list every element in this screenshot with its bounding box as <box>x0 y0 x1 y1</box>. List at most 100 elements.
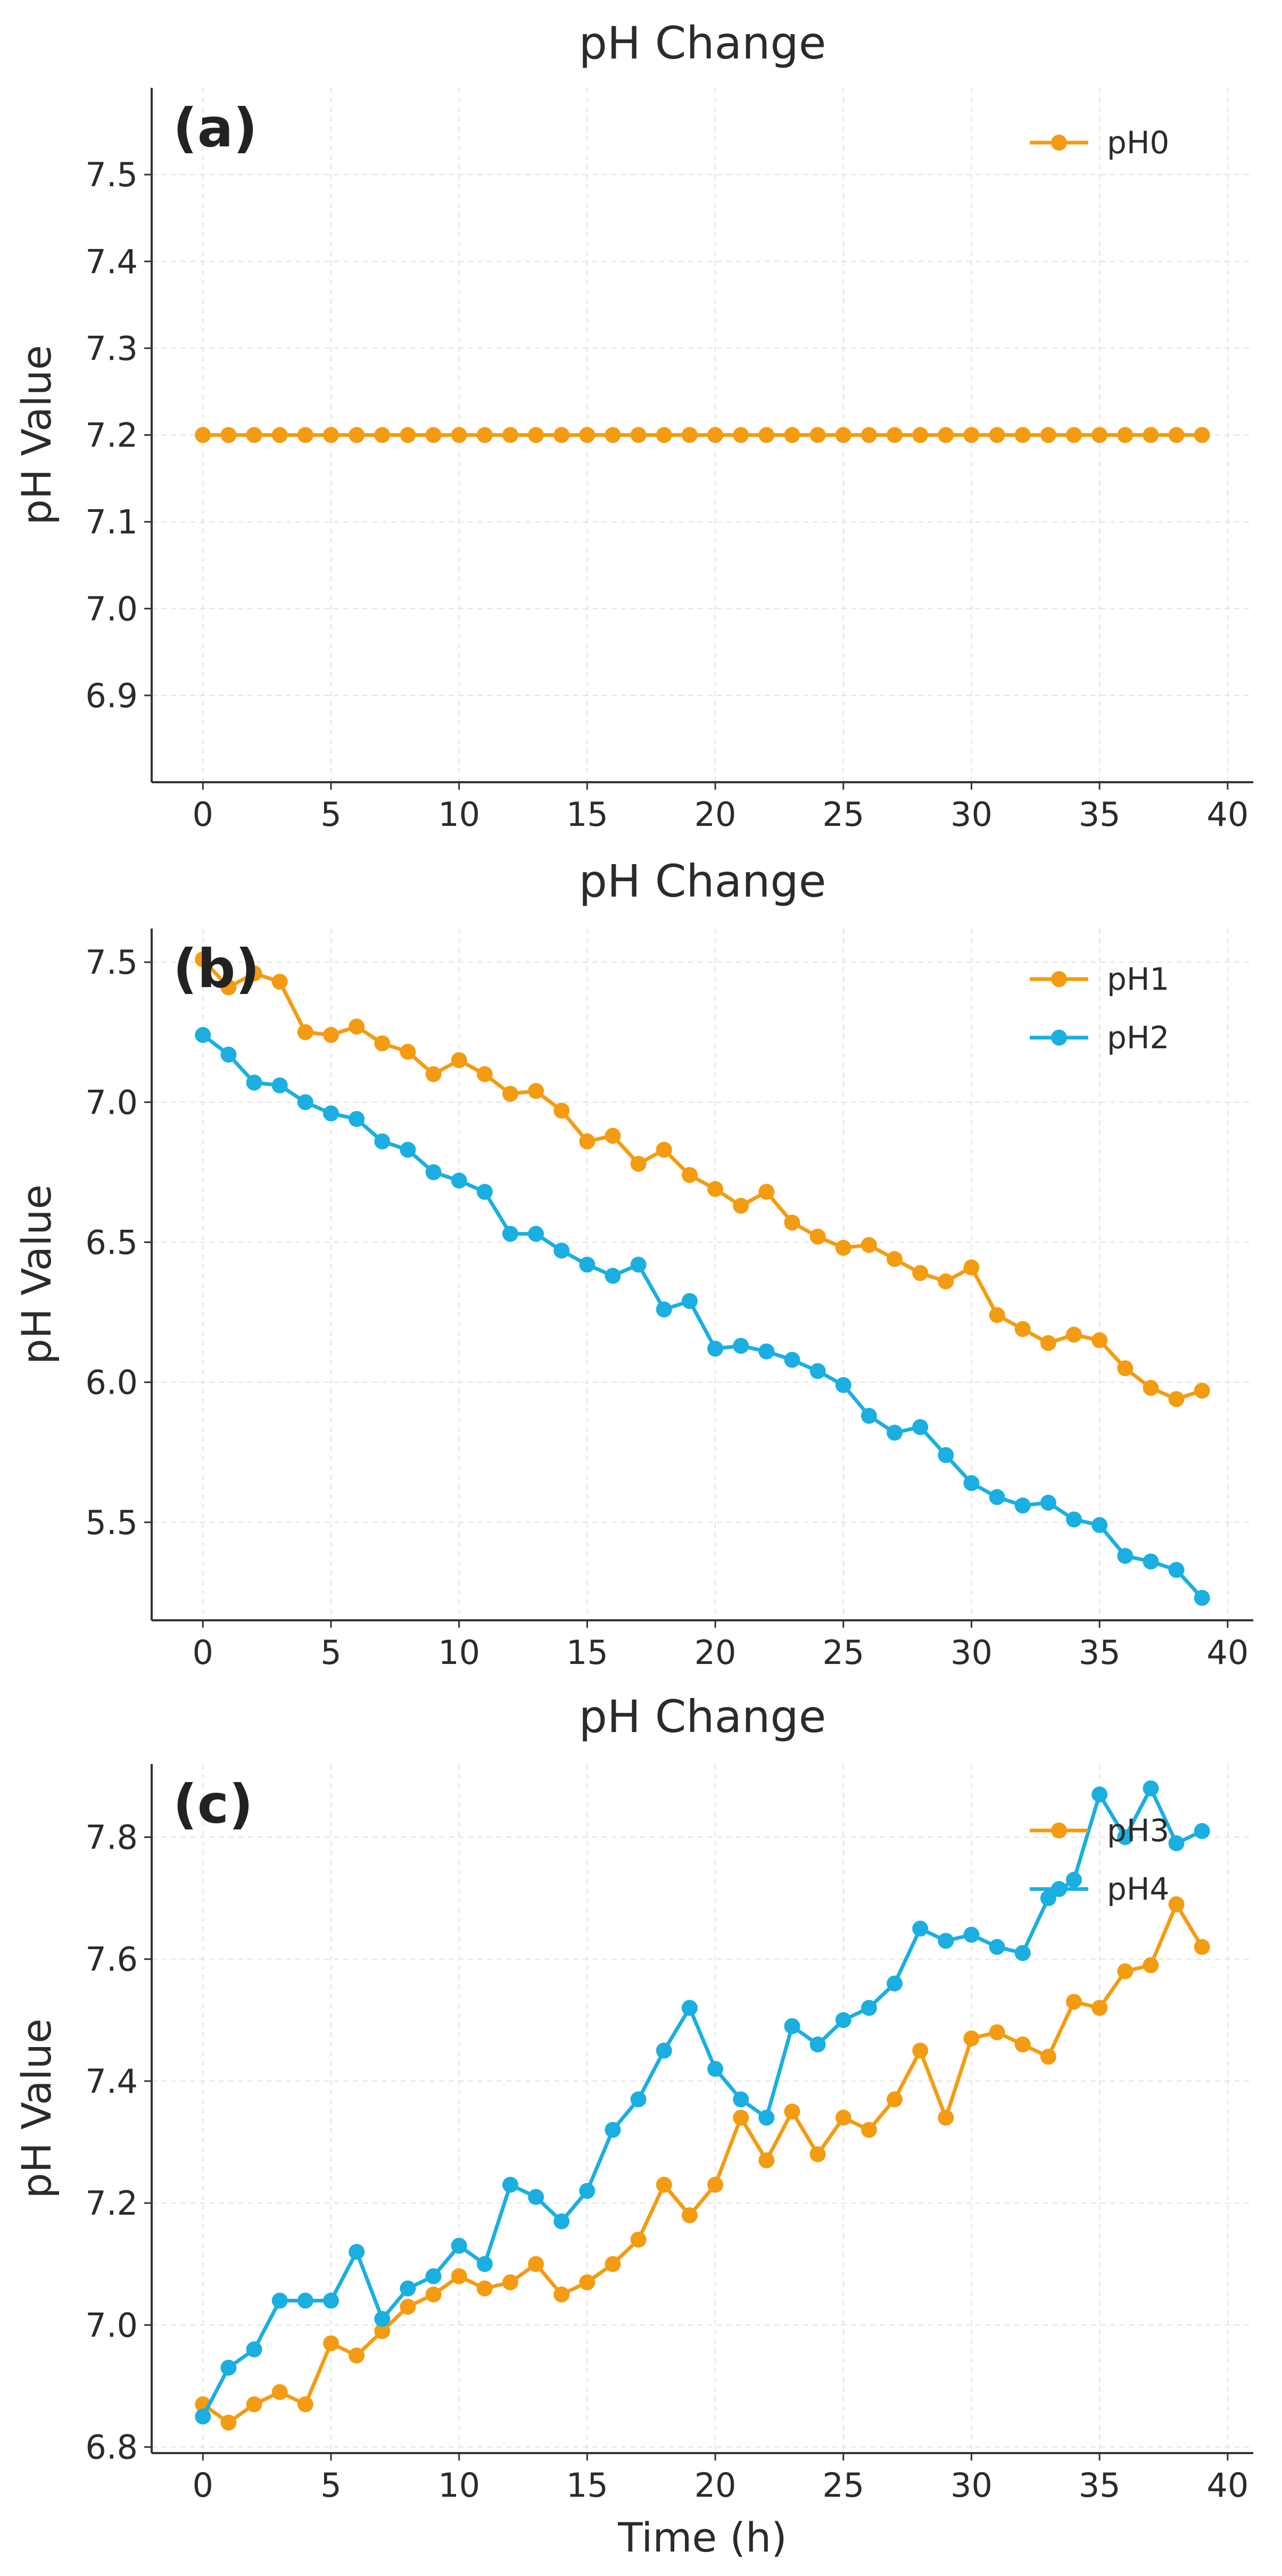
panel-3-series-pH3-point <box>656 2176 672 2193</box>
panel-3-series-pH3-point <box>861 2122 877 2138</box>
panel-1-series-pH0-point <box>887 427 903 443</box>
panel-1-series-pH0-point <box>220 427 237 443</box>
panel-2-series-pH2-point <box>707 1340 724 1357</box>
panel-3-series-pH4-point <box>374 2310 391 2327</box>
panel-2-x-tick-label: 10 <box>438 1633 480 1672</box>
panel-3-series-pH4-line <box>201 1786 1203 2417</box>
panel-2-series-pH2-point <box>938 1447 954 1463</box>
panel-3-x-tick-label: 40 <box>1206 2466 1248 2505</box>
panel-3-series-pH4-point <box>1066 1871 1082 1888</box>
panel-2-series-pH2-point <box>220 1046 237 1063</box>
panel-3-series-pH4-point <box>1143 1780 1159 1796</box>
panel-3-series-pH3-point <box>758 2152 775 2168</box>
panel-2-series-pH2-point <box>528 1225 544 1242</box>
panel-2-x-tick-label: 35 <box>1079 1633 1121 1672</box>
panel-2-series-pH1-point <box>502 1086 518 1102</box>
panel-3-x-tick-label: 10 <box>438 2466 480 2505</box>
panel-2-series-pH2-point <box>912 1419 929 1435</box>
panel-2-series-pH2-point <box>476 1183 493 1200</box>
panel-3-series-pH3-point <box>1040 2049 1056 2065</box>
panel-2-series-pH1-point <box>322 1027 339 1043</box>
panel-2-legend-pH2-swatch-marker <box>1051 1030 1067 1046</box>
panel-3-series-pH3-point <box>553 2287 570 2303</box>
panel-2-series-pH1-point <box>989 1307 1005 1323</box>
panel-2-series-pH1-point <box>733 1198 749 1214</box>
panel-3-series-pH3-point <box>1091 2000 1108 2016</box>
panel-1-series-pH0-point <box>400 427 416 443</box>
panel-1-legend-pH0-swatch-marker <box>1051 135 1067 151</box>
panel-3-series-pH4-point <box>989 1939 1005 1955</box>
panel-1-panel-label: (a) <box>173 97 258 159</box>
panel-2-x-tick-label: 40 <box>1206 1633 1248 1672</box>
panel-3-series-pH4-point <box>605 2122 621 2138</box>
panel-3-series-pH3-point <box>220 2414 237 2431</box>
panel-2-series-pH1-point <box>1040 1335 1056 1351</box>
panel-2-series-pH1-point <box>681 1167 698 1183</box>
panel-2-series-pH2-point <box>297 1094 313 1111</box>
panel-3-series-pH3-point <box>451 2268 467 2284</box>
panel-1-series-pH0-point <box>835 427 851 443</box>
panel-1-x-tick-label: 20 <box>694 795 737 834</box>
panel-3-series-pH4-point <box>297 2292 313 2309</box>
panel-3-series-pH3-point <box>681 2207 698 2224</box>
panel-2-series-pH1-point <box>1014 1321 1031 1337</box>
panel-3-series-pH3-point <box>246 2396 262 2413</box>
panel-2-series-pH1-point <box>835 1240 851 1256</box>
panel-3-series-pH3-point <box>425 2287 442 2303</box>
panel-2-series-pH1-point <box>1194 1382 1210 1399</box>
panel-2-series-pH1-point <box>195 951 211 967</box>
panel-2-series-pH2-point <box>349 1111 365 1127</box>
panel-3-series-pH4-point <box>912 1920 929 1937</box>
panel-3-y-tick-label: 7.2 <box>85 2184 138 2223</box>
panel-2-series-pH2-point <box>400 1141 416 1158</box>
panel-3-series-pH4-point <box>784 2018 800 2034</box>
panel-3-x-tick-label: 0 <box>193 2466 213 2505</box>
panel-3-series-pH4-point <box>400 2280 416 2297</box>
panel-1-y-axis-label: pH Value <box>13 345 60 525</box>
panel-3-y-axis-label: pH Value <box>13 2018 60 2198</box>
panel-1-x-tick-label: 10 <box>438 795 480 834</box>
panel-2-series-pH1-point <box>605 1128 621 1144</box>
panel-3-series-pH4-point <box>1117 1829 1134 1845</box>
panel-3-series-pH4-point <box>861 2000 877 2016</box>
panel-3-series-pH3-point <box>400 2298 416 2315</box>
panel-2-series-pH2-point <box>681 1293 698 1309</box>
panel-1-series-pH0-point <box>528 427 544 443</box>
panel-1-x-tick-label: 30 <box>950 795 992 834</box>
panel-1-series-pH0-point <box>630 427 647 443</box>
panel-2-series-pH2-point <box>322 1105 339 1122</box>
panel-3-series-pH3-point <box>784 2103 800 2120</box>
panel-1-y-tick-label: 7.1 <box>85 503 138 542</box>
panel-2-y-tick-label: 6.0 <box>85 1363 138 1402</box>
panel-1-legend-pH0-label: pH0 <box>1107 125 1169 161</box>
panel-2-y-tick-label: 7.0 <box>85 1083 138 1122</box>
panel-1-series-pH0-point <box>989 427 1005 443</box>
panel-1-series-pH0-point <box>733 427 749 443</box>
panel-2-series-pH1-point <box>861 1237 877 1253</box>
panel-2-panel-label: (b) <box>173 938 260 1000</box>
panel-3-series-pH3-line <box>202 1902 1204 2425</box>
panel-3-series-pH4-point <box>681 2000 698 2016</box>
panel-2-series-pH2-point <box>1040 1494 1056 1511</box>
panel-2-series-pH1-point <box>220 979 237 996</box>
panel-1-series-pH0-point <box>912 427 929 443</box>
panel-3-series-pH4-point <box>451 2238 467 2254</box>
panel-3-series-pH3-point <box>502 2274 518 2291</box>
panel-1-y-tick-label: 7.0 <box>85 590 138 628</box>
panel-3-y-tick-label: 6.8 <box>85 2428 138 2467</box>
panel-3-series-pH4-point <box>835 2012 851 2028</box>
panel-2-y-tick-label: 5.5 <box>85 1503 138 1542</box>
panel-3-series-pH3-point <box>1194 1939 1210 1955</box>
panel-1-series-pH0-point <box>1143 427 1159 443</box>
panel-2-series-pH2-point <box>1091 1517 1108 1534</box>
panel-1-series-pH0-point <box>605 427 621 443</box>
panel-1-series-pH0-point <box>322 427 339 443</box>
panel-3-series-pH3-point <box>938 2109 954 2126</box>
panel-3-series-pH4-point <box>938 1933 954 1949</box>
panel-2-series-pH1-point <box>938 1273 954 1290</box>
panel-2-series-pH1-point <box>246 965 262 982</box>
panel-1-series-pH0-point <box>707 427 724 443</box>
panel-1-series-pH0-point <box>579 427 595 443</box>
panel-2-series-pH2-point <box>502 1225 518 1242</box>
